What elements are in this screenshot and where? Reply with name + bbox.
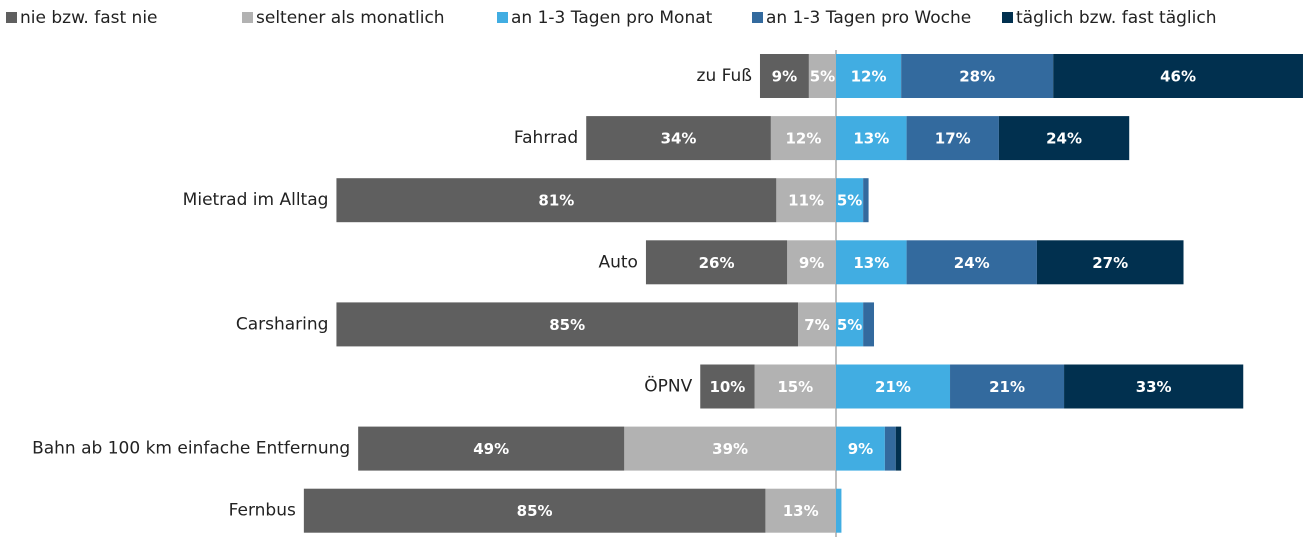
bar-segment: [303, 488, 766, 533]
value-label: 46%: [1160, 68, 1196, 86]
category-label: zu Fuß: [697, 66, 752, 86]
value-label: 85%: [549, 316, 585, 334]
value-label: 9%: [772, 68, 797, 86]
bar-segment: [836, 302, 864, 347]
bar-segment: [836, 178, 864, 223]
legend-label: seltener als monatlich: [256, 8, 445, 28]
category-label: Fernbus: [229, 501, 296, 521]
bar-segment: [787, 240, 836, 285]
value-label: 34%: [661, 130, 697, 148]
value-label: 13%: [853, 254, 889, 272]
legend-swatch: [242, 12, 253, 23]
bar-segment: [624, 426, 836, 471]
value-label: 49%: [473, 440, 509, 458]
legend-swatch: [497, 12, 508, 23]
bar-segment: [1064, 364, 1244, 409]
bar-segment: [797, 302, 836, 347]
value-label: 9%: [848, 440, 873, 458]
value-label: 17%: [935, 130, 971, 148]
value-label: 85%: [517, 502, 553, 520]
bar-segment: [836, 116, 907, 161]
legend-label: nie bzw. fast nie: [20, 8, 158, 28]
category-label: Auto: [598, 252, 637, 272]
bar-segment: [901, 54, 1054, 98]
bar-segment: [776, 178, 836, 223]
value-label: 21%: [875, 378, 911, 396]
bar-segment: [906, 116, 999, 161]
bar-segment: [808, 54, 836, 98]
bar-segment: [906, 240, 1037, 285]
legend-swatch: [752, 12, 763, 23]
bar-segment: [884, 426, 896, 471]
value-label: 9%: [799, 254, 824, 272]
value-label: 10%: [709, 378, 745, 396]
value-label: 12%: [785, 130, 821, 148]
bar-segment: [645, 240, 788, 285]
value-label: 5%: [837, 192, 862, 210]
bar-segment: [586, 116, 771, 161]
bar-segment: [950, 364, 1065, 409]
value-label: 28%: [959, 68, 995, 86]
bar-segment: [1036, 240, 1184, 285]
value-label: 15%: [777, 378, 813, 396]
bar-segment: [336, 302, 798, 347]
bar-segment: [770, 116, 836, 161]
legend-label: an 1-3 Tagen pro Woche: [766, 8, 971, 28]
value-label: 5%: [837, 316, 862, 334]
bar-segment: [759, 54, 809, 98]
value-label: 13%: [853, 130, 889, 148]
bar-segment: [358, 426, 625, 471]
value-label: 81%: [538, 192, 574, 210]
value-label: 24%: [1046, 130, 1082, 148]
category-label: Bahn ab 100 km einfache Entfernung: [32, 439, 350, 459]
bar-segment: [836, 240, 907, 285]
value-label: 21%: [989, 378, 1025, 396]
value-label: 24%: [954, 254, 990, 272]
value-label: 13%: [783, 502, 819, 520]
category-label: Carsharing: [236, 314, 329, 334]
bar-segment: [836, 426, 885, 471]
category-label: ÖPNV: [644, 375, 692, 397]
legend-label: an 1-3 Tagen pro Monat: [511, 8, 713, 28]
bar-segment: [836, 54, 902, 98]
category-label: Fahrrad: [514, 128, 578, 148]
value-label: 33%: [1136, 378, 1172, 396]
bar-segment: [863, 178, 869, 223]
value-label: 7%: [804, 316, 829, 334]
value-label: 26%: [699, 254, 735, 272]
value-label: 27%: [1092, 254, 1128, 272]
bar-segment: [754, 364, 836, 409]
legend-swatch: [6, 12, 17, 23]
bar-segment: [998, 116, 1130, 161]
bar-segment: [700, 364, 755, 409]
legend-swatch: [1002, 12, 1013, 23]
value-label: 12%: [851, 68, 887, 86]
bar-segment: [1053, 54, 1303, 98]
bar-segment: [895, 426, 902, 471]
legend-label: täglich bzw. fast täglich: [1016, 8, 1216, 28]
value-label: 5%: [810, 68, 835, 86]
value-label: 39%: [712, 440, 748, 458]
category-label: Mietrad im Alltag: [183, 190, 329, 210]
bar-segment: [836, 364, 951, 409]
bar-segment: [765, 488, 836, 533]
bar-segment: [836, 488, 842, 533]
bar-segment: [863, 302, 875, 347]
value-label: 11%: [788, 192, 824, 210]
bar-segment: [336, 178, 777, 223]
